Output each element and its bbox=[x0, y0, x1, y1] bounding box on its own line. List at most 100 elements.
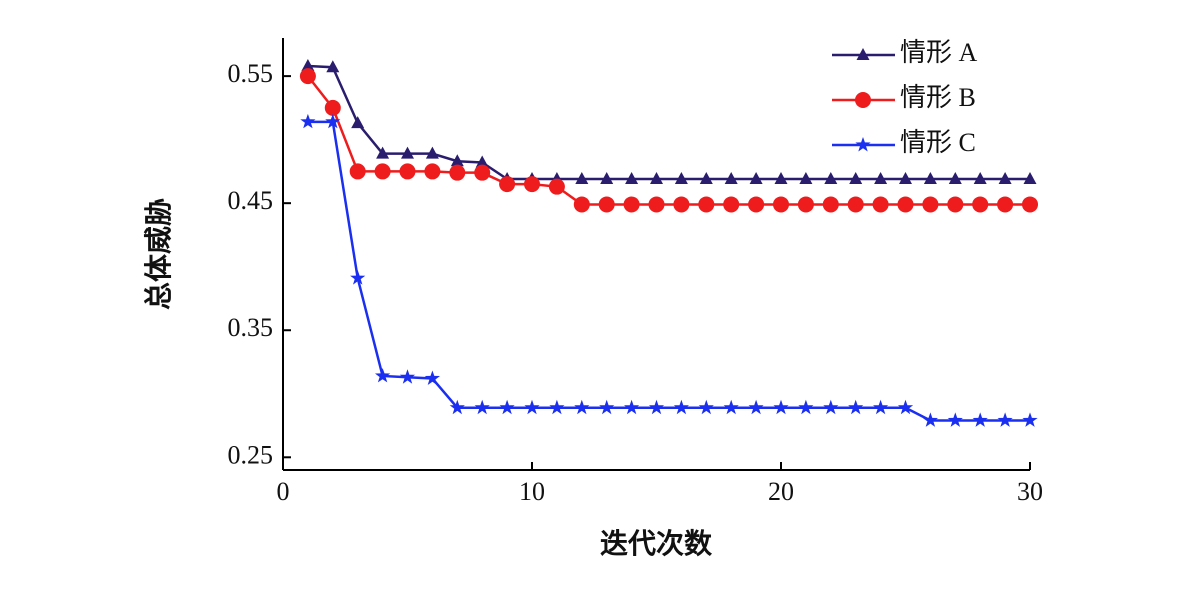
marker bbox=[855, 92, 871, 108]
marker bbox=[399, 369, 416, 384]
marker bbox=[648, 196, 665, 213]
marker bbox=[401, 146, 414, 159]
marker bbox=[849, 172, 863, 185]
series-line bbox=[307, 120, 1030, 422]
marker bbox=[897, 399, 914, 415]
marker bbox=[749, 172, 763, 185]
marker bbox=[424, 370, 440, 385]
marker bbox=[824, 172, 838, 185]
marker bbox=[600, 172, 614, 185]
x-axis-label: 迭代次数 bbox=[600, 527, 713, 560]
marker bbox=[424, 163, 441, 180]
marker bbox=[856, 48, 870, 60]
y-tick-label: 0.45 bbox=[228, 186, 274, 215]
marker bbox=[698, 196, 715, 213]
marker bbox=[325, 113, 341, 129]
marker bbox=[475, 155, 489, 168]
y-axis-label: 总体威胁 bbox=[142, 198, 175, 310]
marker bbox=[773, 196, 789, 213]
x-tick-label: 10 bbox=[519, 477, 545, 506]
marker bbox=[899, 172, 912, 185]
marker bbox=[823, 399, 839, 415]
marker bbox=[374, 163, 391, 180]
marker bbox=[998, 172, 1012, 185]
marker bbox=[1022, 412, 1038, 427]
marker bbox=[724, 172, 738, 185]
marker bbox=[947, 412, 963, 427]
marker bbox=[1023, 172, 1037, 185]
x-tick-label: 30 bbox=[1017, 477, 1043, 506]
marker bbox=[872, 196, 889, 213]
marker bbox=[399, 163, 416, 180]
marker bbox=[623, 196, 640, 213]
marker bbox=[673, 196, 690, 213]
marker bbox=[299, 68, 316, 85]
marker bbox=[524, 399, 540, 415]
marker bbox=[774, 172, 788, 185]
legend-label: 情形 A bbox=[900, 38, 978, 67]
marker bbox=[425, 146, 439, 159]
marker bbox=[301, 58, 315, 71]
marker bbox=[948, 172, 962, 185]
x-tick-label: 0 bbox=[277, 477, 290, 506]
marker bbox=[499, 176, 516, 193]
marker bbox=[548, 178, 565, 195]
marker bbox=[648, 399, 665, 415]
marker bbox=[847, 196, 864, 213]
marker bbox=[873, 399, 889, 415]
marker bbox=[598, 196, 615, 213]
marker bbox=[549, 399, 565, 415]
marker bbox=[723, 399, 739, 415]
marker bbox=[449, 399, 465, 415]
marker bbox=[798, 399, 814, 415]
marker bbox=[748, 196, 765, 213]
marker bbox=[450, 154, 464, 167]
marker bbox=[625, 172, 639, 185]
marker bbox=[723, 196, 740, 213]
marker bbox=[499, 399, 515, 415]
marker bbox=[997, 196, 1014, 213]
marker bbox=[1022, 196, 1038, 213]
marker bbox=[324, 99, 341, 116]
marker bbox=[524, 176, 540, 193]
legend-label: 情形 C bbox=[900, 128, 976, 157]
marker bbox=[997, 412, 1013, 427]
marker bbox=[474, 399, 490, 415]
marker bbox=[673, 399, 689, 415]
marker bbox=[449, 164, 466, 181]
marker bbox=[897, 196, 914, 213]
marker bbox=[855, 137, 871, 152]
marker bbox=[573, 196, 590, 213]
y-tick-label: 0.35 bbox=[228, 313, 274, 342]
marker bbox=[575, 172, 589, 185]
x-tick-label: 20 bbox=[768, 477, 794, 506]
marker bbox=[923, 172, 937, 185]
marker bbox=[351, 116, 365, 129]
marker bbox=[624, 399, 640, 415]
marker bbox=[848, 399, 864, 415]
marker bbox=[773, 399, 789, 415]
marker bbox=[797, 196, 814, 213]
marker bbox=[947, 196, 964, 213]
marker bbox=[375, 368, 391, 383]
marker bbox=[326, 60, 340, 73]
y-tick-label: 0.25 bbox=[228, 440, 274, 469]
marker bbox=[972, 412, 988, 427]
marker bbox=[748, 399, 764, 415]
marker bbox=[922, 196, 939, 213]
marker bbox=[376, 146, 390, 159]
marker bbox=[574, 399, 590, 415]
marker bbox=[650, 172, 663, 185]
series-line bbox=[307, 64, 1030, 181]
marker bbox=[350, 270, 366, 285]
marker bbox=[349, 163, 366, 180]
marker bbox=[599, 399, 615, 415]
marker bbox=[300, 113, 316, 129]
marker bbox=[474, 164, 491, 181]
marker bbox=[972, 196, 989, 213]
marker bbox=[922, 412, 938, 427]
marker bbox=[973, 172, 987, 185]
marker bbox=[698, 399, 714, 415]
marker bbox=[822, 196, 839, 213]
